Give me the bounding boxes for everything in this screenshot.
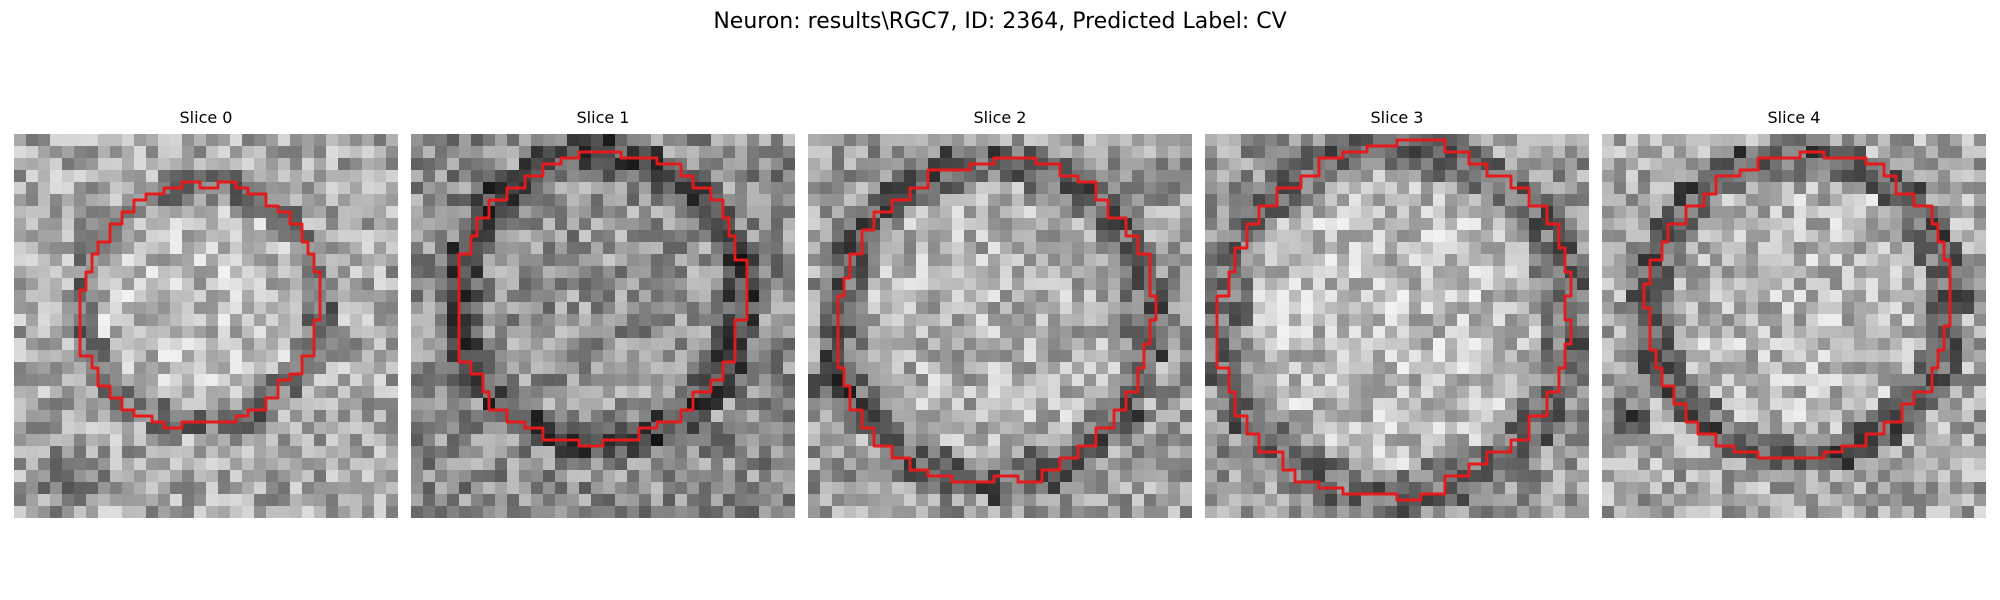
slice-panel: Slice 1 [411,108,795,520]
slice-title: Slice 4 [1767,108,1821,127]
cell-contour [78,180,322,430]
slice-image [808,134,1192,518]
slice-title: Slice 0 [179,108,233,127]
slice-panel: Slice 2 [808,108,1192,520]
slice-title: Slice 2 [973,108,1027,127]
slice-panel: Slice 3 [1205,108,1589,520]
slice-title: Slice 1 [576,108,630,127]
slice-panel: Slice 4 [1602,108,1986,520]
slice-panel: Slice 0 [14,108,398,520]
cell-contour [836,156,1158,484]
figure-title: Neuron: results\RGC7, ID: 2364, Predicte… [713,9,1287,34]
slice-image [1602,134,1986,518]
cell-contour [457,150,749,448]
cell-contour [1215,138,1573,502]
slice-image [411,134,795,518]
slice-image [14,134,398,518]
cell-contour [1642,150,1952,460]
slice-image [1205,134,1589,518]
slice-title: Slice 3 [1370,108,1424,127]
